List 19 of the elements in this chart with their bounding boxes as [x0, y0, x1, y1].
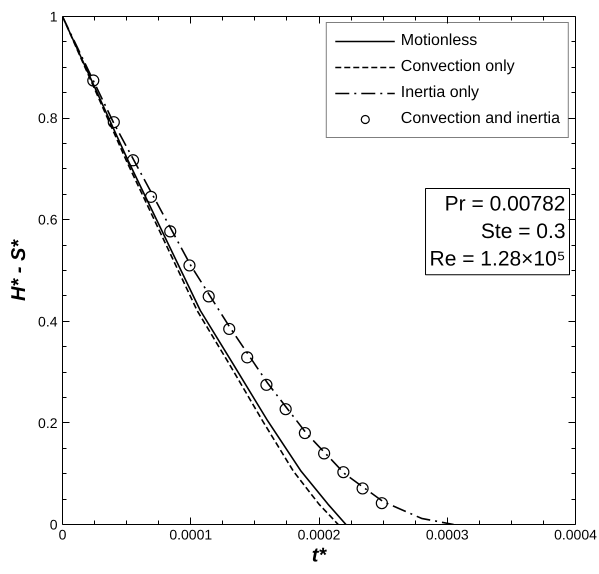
x-tick-label: 0.0002 [298, 526, 341, 542]
annotation: Pr = 0.00782 [444, 192, 566, 216]
x-tick-label: 0.0004 [554, 526, 598, 542]
y-tick-label: 1 [50, 8, 58, 24]
y-tick-label: 0 [50, 516, 58, 532]
x-tick-label: 0.0001 [169, 526, 212, 542]
annotation: Re = 1.28×10⁵ [430, 248, 566, 271]
y-tick-label: 0.6 [38, 212, 58, 228]
annotation: Ste = 0.3 [480, 220, 566, 244]
x-axis-title: t* [312, 544, 328, 566]
x-tick-label: 0.0003 [426, 526, 469, 542]
y-axis-title: H* - S* [8, 238, 30, 302]
y-tick-label: 0.2 [38, 414, 58, 431]
legend-label: Motionless [400, 32, 478, 50]
y-tick-label: 0.8 [38, 110, 58, 126]
legend-label: Inertia only [400, 84, 480, 102]
legend-label: Convection only [400, 58, 515, 76]
legend-label: Convection and inertia [400, 110, 560, 128]
y-tick-label: 0.4 [38, 313, 58, 330]
